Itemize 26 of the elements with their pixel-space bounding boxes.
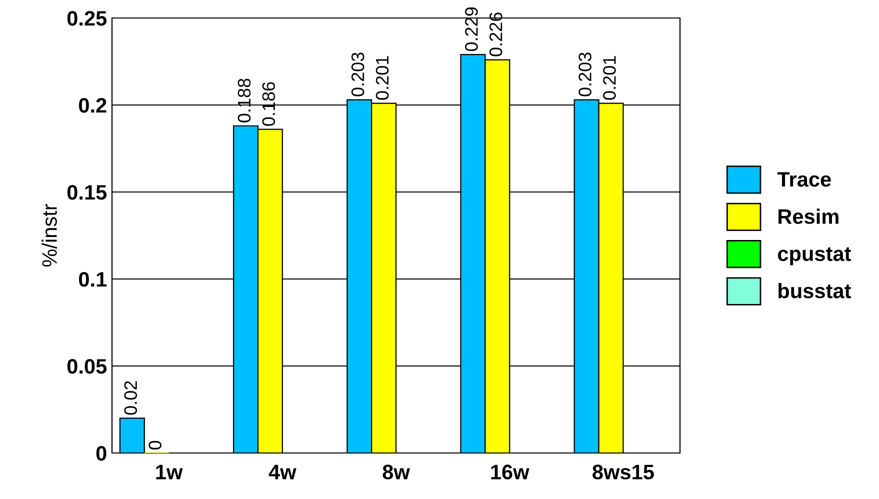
data-label: 0.201 — [376, 56, 389, 100]
legend-label: cpustat — [778, 247, 851, 266]
x-tick-label: 8ws15 — [592, 464, 654, 480]
y-tick-label: 0.05 — [67, 359, 107, 374]
data-label: 0 — [148, 440, 162, 450]
data-label: 0.203 — [351, 52, 364, 96]
x-tick-label: 4w — [268, 464, 296, 480]
x-tick-label: 16w — [491, 464, 530, 480]
y-tick-label: 0.1 — [79, 272, 107, 287]
y-tick-label: 0.25 — [67, 11, 107, 26]
y-tick-label: 0 — [96, 446, 106, 461]
data-label: 0.229 — [465, 7, 478, 52]
data-label: 0.186 — [262, 82, 276, 126]
x-tick-label: 8w — [382, 464, 410, 480]
data-label: 0.188 — [238, 78, 251, 122]
legend-label: busstat — [778, 283, 851, 298]
legend-label: Trace — [777, 172, 831, 187]
y-axis-title: %/instr — [42, 204, 57, 267]
legend-label: Resim — [778, 208, 838, 224]
data-label: 0.226 — [489, 12, 502, 56]
x-tick-label: 1w — [156, 464, 183, 480]
y-tick-label: 0.2 — [79, 98, 106, 113]
data-label: 0.203 — [578, 52, 592, 96]
y-tick-label: 0.15 — [67, 185, 107, 200]
data-label: 0.201 — [603, 56, 616, 100]
data-label: 0.02 — [124, 381, 138, 415]
